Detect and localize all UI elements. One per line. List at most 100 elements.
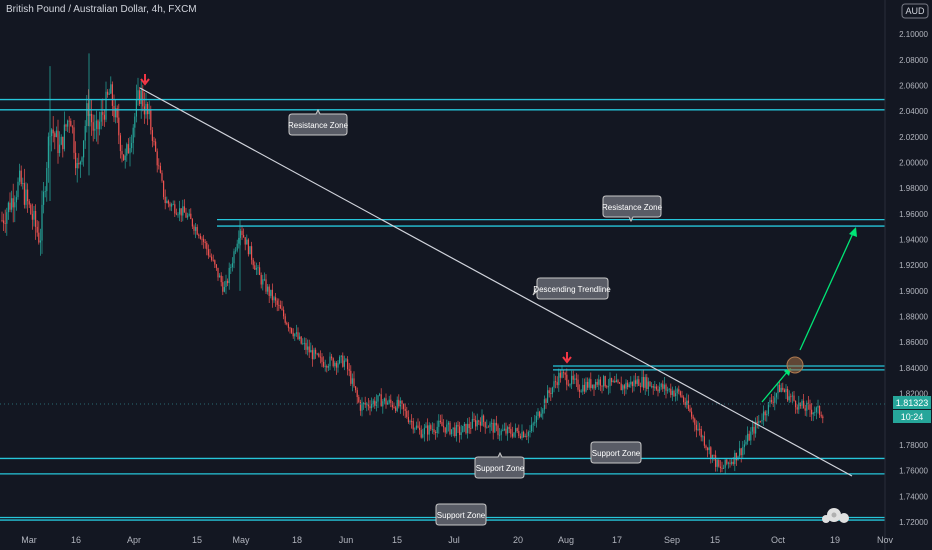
candle (7, 201, 9, 220)
candle (307, 339, 309, 356)
candle (545, 397, 547, 409)
candle (316, 352, 318, 356)
time-tick-label: 16 (71, 535, 81, 545)
candle (409, 419, 411, 425)
candle (558, 368, 560, 392)
candle (415, 421, 417, 430)
candle (590, 372, 592, 392)
candle (353, 371, 355, 388)
candle (222, 276, 224, 296)
candle (380, 388, 382, 407)
candle (519, 433, 521, 440)
candle (441, 414, 443, 427)
candle (561, 365, 563, 379)
candle (748, 430, 750, 441)
candle (676, 387, 678, 401)
projection-arrow[interactable] (761, 227, 857, 403)
candle (196, 224, 198, 236)
candle (774, 391, 776, 411)
candle (361, 397, 363, 417)
price-scale (885, 0, 932, 550)
candle (671, 386, 673, 402)
candle (700, 426, 702, 442)
candle (566, 368, 568, 391)
candle (809, 399, 811, 418)
candle (740, 447, 742, 463)
candle (164, 189, 166, 210)
events-icon[interactable] (822, 508, 849, 523)
candle (209, 248, 211, 258)
candle (20, 165, 22, 187)
candle (12, 183, 14, 223)
candle (617, 378, 619, 384)
time-tick-label: 15 (392, 535, 402, 545)
candle (219, 273, 221, 278)
time-tick-label: Nov (877, 535, 894, 545)
candle (340, 355, 342, 364)
candle (393, 402, 395, 409)
candle (739, 440, 741, 459)
candle (252, 257, 254, 269)
candle (489, 421, 491, 434)
candle (795, 400, 797, 414)
candle (275, 292, 277, 307)
candle (745, 435, 747, 446)
candle (81, 156, 83, 165)
descending-trendline[interactable] (139, 87, 853, 477)
candle (529, 425, 531, 438)
candle (697, 421, 699, 432)
candle (427, 418, 429, 442)
time-tick-label: 19 (830, 535, 840, 545)
candle (495, 415, 497, 432)
candle (822, 414, 824, 424)
resistance-zone-callout[interactable]: Resistance Zone (288, 108, 349, 136)
callout-label: Support Zone (437, 511, 486, 520)
currency-badge[interactable] (901, 3, 929, 19)
candle (230, 264, 232, 274)
candle (337, 360, 339, 373)
candle (254, 261, 256, 270)
price-tick-label: 1.96000 (899, 210, 928, 219)
candle (793, 391, 795, 402)
candle (23, 168, 25, 209)
candle (572, 370, 574, 385)
candle (25, 182, 27, 209)
candle (692, 414, 694, 423)
candle (257, 265, 259, 275)
candle (660, 382, 662, 390)
price-tick-label: 1.74000 (899, 492, 928, 501)
candle (46, 161, 48, 202)
candle (683, 395, 685, 405)
candle (539, 410, 541, 419)
candle (419, 421, 421, 435)
trendline-callout[interactable]: Descending Trendline (532, 277, 611, 300)
support-zone-callout[interactable]: Support Zone (435, 503, 487, 526)
support-zone-callout[interactable]: Support Zone (590, 441, 642, 464)
candle (516, 427, 518, 434)
candle (214, 259, 216, 268)
candle (156, 148, 158, 173)
candle (567, 379, 569, 387)
candle (233, 248, 235, 269)
candle (758, 414, 760, 429)
time-tick-label: Apr (127, 535, 141, 545)
candle (398, 394, 400, 409)
candle (311, 345, 313, 367)
resistance-zone-callout[interactable]: Resistance Zone (602, 195, 663, 223)
candle (435, 430, 437, 440)
candle (591, 384, 593, 390)
candle (52, 116, 54, 143)
callout-label: Support Zone (592, 449, 641, 458)
candle (417, 418, 419, 429)
candle (36, 220, 38, 237)
candle (177, 212, 179, 218)
candle (243, 228, 245, 238)
candle (246, 234, 248, 245)
candle (815, 406, 817, 420)
candle (646, 373, 648, 392)
candle (769, 397, 771, 408)
last-price-value: 1.81323 (896, 398, 929, 408)
support-zone-callout[interactable]: Support Zone (474, 451, 525, 479)
candle (295, 324, 297, 337)
candle (491, 418, 493, 431)
